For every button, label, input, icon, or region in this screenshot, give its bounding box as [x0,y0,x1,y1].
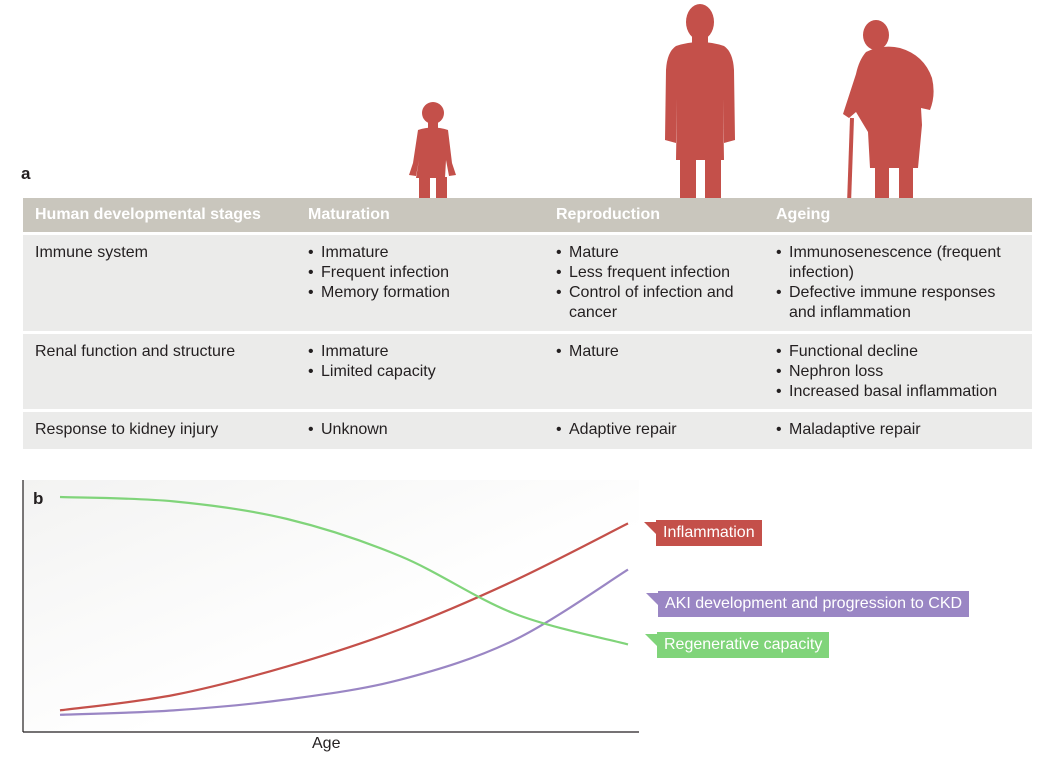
panel-label-a: a [21,164,31,183]
list-item: Limited capacity [308,362,532,382]
header-maturation: Maturation [296,198,544,234]
table-header-row: Human developmental stages Maturation Re… [23,198,1032,234]
series-label-regenerative: Regenerative capacity [644,632,830,658]
header-ageing: Ageing [764,198,1032,234]
list-item: Mature [556,243,752,263]
panel-label-b: b [33,489,44,508]
developmental-stages-table: Human developmental stages Maturation Re… [23,198,1032,449]
series-line-inflammation [59,522,629,712]
cell-maturation: Unknown [296,409,544,449]
plot-background [23,480,639,732]
header-reproduction: Reproduction [544,198,764,234]
list-item: Defective immune responses and inflammat… [776,283,1020,323]
series-label-aki: AKI development and progression to CKD [645,591,970,617]
list-item: Adaptive repair [556,420,752,440]
list-item: Functional decline [776,342,1020,362]
row-label: Immune system [23,232,296,333]
series-line-regenerative [59,495,629,646]
cell-reproduction: Mature [544,331,764,411]
cell-ageing: Immunosenescence (frequent infection) De… [764,232,1032,333]
list-item: Immunosenescence (frequent infection) [776,243,1020,283]
table-row: Response to kidney injury Unknown Adapti… [23,409,1032,449]
list-item: Maladaptive repair [776,420,1020,440]
cell-reproduction: Mature Less frequent infection Control o… [544,232,764,333]
cell-maturation: Immature Limited capacity [296,331,544,411]
adult-silhouette-icon [665,4,735,230]
list-item: Immature [308,342,532,362]
row-label: Renal function and structure [23,331,296,411]
list-item: Frequent infection [308,263,532,283]
list-item: Increased basal inflammation [776,382,1020,402]
list-item: Less frequent infection [556,263,752,283]
series-layer [59,495,629,716]
cell-ageing: Maladaptive repair [764,409,1032,449]
series-line-aki [59,568,629,716]
x-axis-label: Age [312,735,341,752]
header-stages: Human developmental stages [23,198,296,234]
row-label: Response to kidney injury [23,409,296,449]
cell-reproduction: Adaptive repair [544,409,764,449]
cell-maturation: Immature Frequent infection Memory forma… [296,232,544,333]
list-item: Immature [308,243,532,263]
table-row: Renal function and structure Immature Li… [23,331,1032,411]
table-row: Immune system Immature Frequent infectio… [23,232,1032,333]
list-item: Mature [556,342,752,362]
list-item: Control of infection and cancer [556,283,752,323]
cell-ageing: Functional decline Nephron loss Increase… [764,331,1032,411]
list-item: Unknown [308,420,532,440]
list-item: Nephron loss [776,362,1020,382]
list-item: Memory formation [308,283,532,303]
series-label-inflammation: Inflammation [644,520,762,546]
age-trend-chart [22,480,639,733]
